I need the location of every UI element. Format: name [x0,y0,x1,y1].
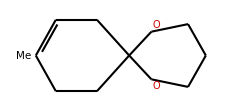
Text: O: O [153,81,160,91]
Text: Me: Me [16,51,32,60]
Text: O: O [153,20,160,30]
